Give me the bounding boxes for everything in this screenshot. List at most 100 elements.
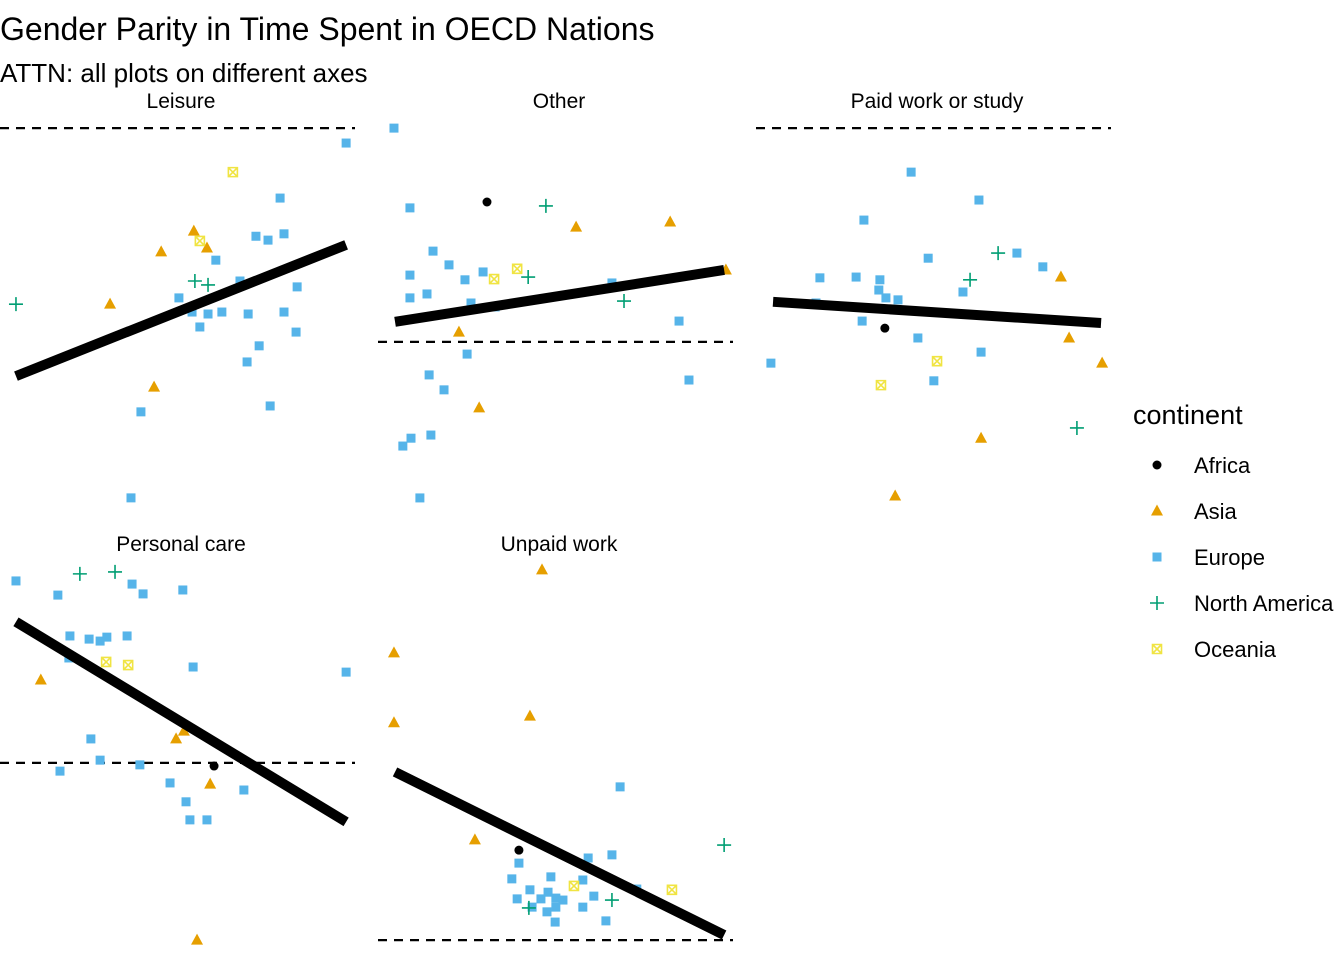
point [542, 907, 552, 917]
point [881, 293, 891, 303]
point [201, 277, 216, 292]
point [195, 322, 205, 332]
point [601, 916, 611, 926]
point [188, 662, 198, 672]
facet-title: Unpaid work [501, 533, 618, 556]
legend-label: Africa [1194, 453, 1251, 478]
point [604, 893, 619, 908]
point [405, 293, 415, 303]
fit-line [13, 617, 349, 827]
point [857, 316, 867, 326]
point [1096, 356, 1109, 368]
point [100, 656, 112, 668]
point [521, 900, 536, 915]
point [405, 270, 415, 280]
legend-marker [1152, 552, 1162, 562]
point [1063, 331, 1076, 343]
point [468, 833, 481, 845]
legend-label: Asia [1194, 499, 1238, 524]
point [536, 563, 549, 575]
point [200, 241, 213, 253]
point [568, 880, 580, 892]
point [187, 273, 202, 288]
point [165, 778, 175, 788]
point [859, 215, 869, 225]
point [341, 667, 351, 677]
point [424, 370, 434, 380]
point [204, 777, 217, 789]
point [514, 845, 524, 855]
point [122, 631, 132, 641]
point [1038, 262, 1048, 272]
point [974, 195, 984, 205]
point [191, 933, 204, 945]
point [975, 431, 988, 443]
point [126, 493, 136, 503]
point [976, 347, 986, 357]
point [426, 430, 436, 440]
legend-marker [1151, 504, 1163, 516]
legend-label: Oceania [1194, 637, 1277, 662]
point [211, 255, 221, 265]
fit-line [392, 767, 727, 940]
point [292, 282, 302, 292]
fit-line [14, 240, 348, 381]
point [546, 872, 556, 882]
point [666, 884, 678, 896]
point [155, 245, 168, 257]
point [104, 297, 117, 309]
point [851, 272, 861, 282]
point [589, 891, 599, 901]
legend-marker [1150, 596, 1164, 610]
point [187, 224, 200, 236]
point [275, 193, 285, 203]
point [177, 724, 190, 736]
point [34, 673, 47, 685]
legend-label: North America [1194, 591, 1334, 616]
point [209, 761, 219, 771]
point [578, 875, 588, 885]
point [138, 589, 148, 599]
facet-title: Personal care [116, 533, 246, 556]
point [227, 166, 239, 178]
point [583, 853, 593, 863]
point [8, 297, 23, 312]
point [473, 401, 486, 413]
point [815, 273, 825, 283]
point [523, 709, 536, 721]
point [880, 323, 890, 333]
point [460, 275, 470, 285]
point [551, 902, 561, 912]
point [444, 260, 454, 270]
point [664, 215, 677, 227]
fit-line [394, 265, 725, 327]
point [174, 293, 184, 303]
point [72, 566, 87, 581]
point [462, 349, 472, 359]
point [108, 564, 123, 579]
point [127, 579, 137, 589]
point [135, 760, 145, 770]
point [86, 734, 96, 744]
point [185, 815, 195, 825]
point [405, 203, 415, 213]
point [243, 309, 253, 319]
point [181, 797, 191, 807]
fit-line [772, 296, 1102, 329]
point [578, 902, 588, 912]
point [95, 755, 105, 765]
point [136, 407, 146, 417]
point [217, 307, 227, 317]
point [102, 632, 112, 642]
point [543, 887, 553, 897]
point [279, 307, 289, 317]
point [251, 231, 261, 241]
point [422, 289, 432, 299]
point [415, 493, 425, 503]
point [55, 766, 65, 776]
point [617, 294, 632, 309]
point [521, 270, 536, 285]
facet-title: Paid work or study [851, 90, 1024, 113]
point [1054, 270, 1067, 282]
